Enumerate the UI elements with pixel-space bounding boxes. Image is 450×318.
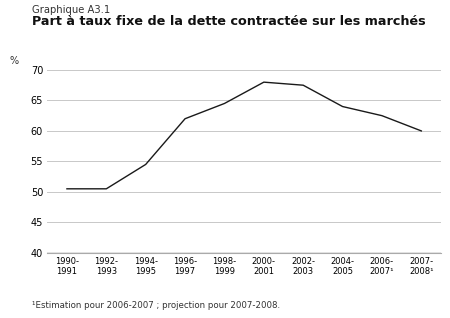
Text: %: % — [10, 56, 19, 66]
Text: Part à taux fixe de la dette contractée sur les marchés: Part à taux fixe de la dette contractée … — [32, 15, 425, 28]
Text: ¹Estimation pour 2006-2007 ; projection pour 2007-2008.: ¹Estimation pour 2006-2007 ; projection … — [32, 301, 279, 309]
Text: Graphique A3.1: Graphique A3.1 — [32, 5, 110, 15]
